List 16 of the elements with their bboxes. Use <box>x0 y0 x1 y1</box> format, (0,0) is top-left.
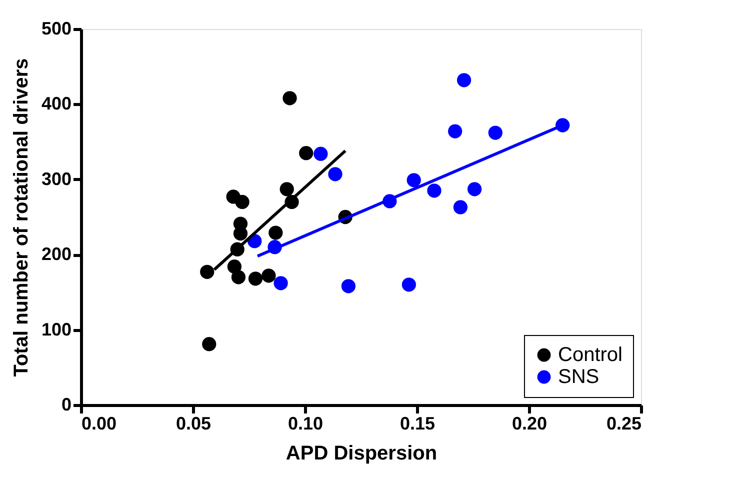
y-tick-label: 100 <box>41 319 72 340</box>
x-tick-label: 0.10 <box>288 414 324 434</box>
x-tick-label: 0.00 <box>82 414 117 434</box>
x-axis-title: APD Dispersion <box>286 442 438 464</box>
x-tick-label: 0.05 <box>176 414 212 434</box>
x-tick-label: 0.15 <box>400 414 436 434</box>
y-tick-label: 300 <box>41 168 72 189</box>
y-tick-label: 500 <box>41 18 72 38</box>
legend-label: Control <box>558 344 622 366</box>
y-tick-label: 0 <box>61 394 72 414</box>
legend-label: SNS <box>558 366 600 388</box>
x-tick-label: 0.20 <box>512 414 548 434</box>
y-tick-label: 200 <box>41 244 72 264</box>
y-tick-label: 400 <box>41 94 72 114</box>
y-axis-title: Total number of rotational drivers <box>10 58 32 377</box>
x-tick-label: 0.25 <box>606 414 642 434</box>
